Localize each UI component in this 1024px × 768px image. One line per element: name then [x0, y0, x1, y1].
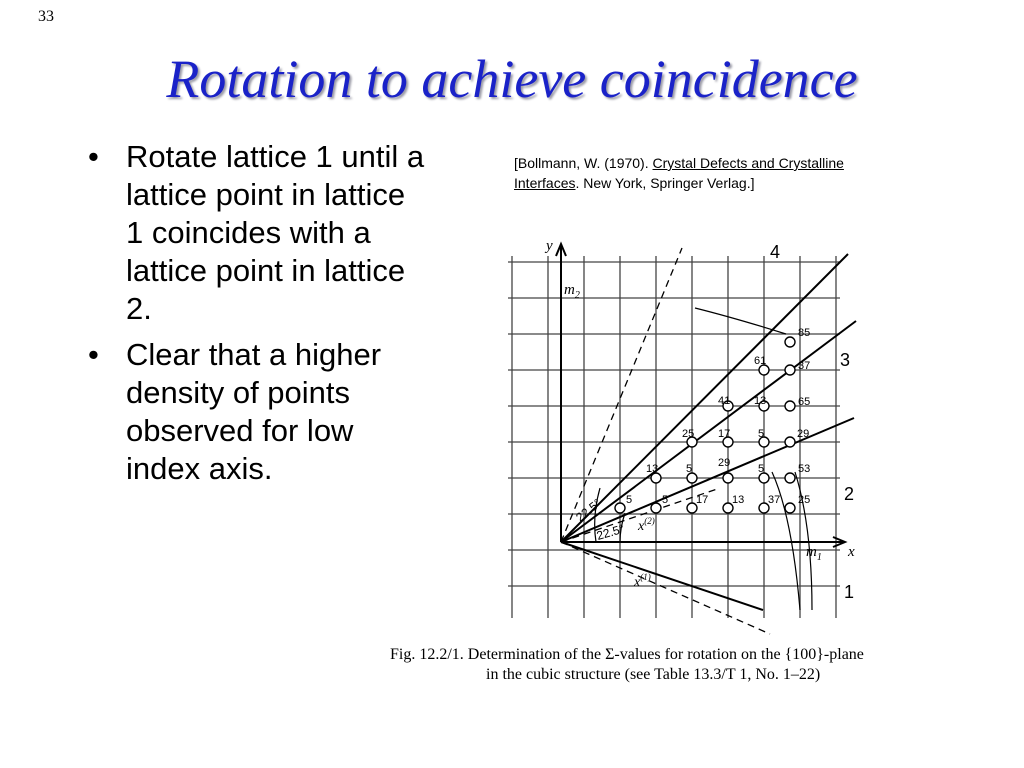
sigma-label: 85	[798, 327, 810, 339]
citation-prefix: [Bollmann, W. (1970).	[514, 155, 653, 171]
sigma-label: 5	[758, 428, 764, 440]
line-label-4: 4	[770, 242, 780, 262]
sigma-label: 5	[686, 463, 692, 475]
sigma-label: 25	[682, 428, 694, 440]
sigma-label: 17	[718, 428, 730, 440]
x-axis-label: x	[847, 544, 855, 560]
line-label-1: 1	[844, 582, 854, 602]
x2-label: x(2)	[637, 516, 655, 534]
sigma-label: 61	[754, 355, 766, 367]
x1-letter: x	[633, 575, 641, 590]
sigma-label: 53	[798, 463, 810, 475]
line-label-3: 3	[840, 350, 850, 370]
sigma-label: 29	[718, 457, 730, 469]
bullet-item: • Clear that a higher density of points o…	[86, 336, 426, 488]
sigma-label: 13	[754, 395, 766, 407]
dashed-lines	[560, 247, 771, 635]
citation-title-part1[interactable]: Crystal Defects and Crystalline	[652, 155, 844, 171]
bullet-dot-icon: •	[88, 337, 99, 372]
m1-subscript: 1	[817, 552, 822, 563]
slide-title: Rotation to achieve coincidence	[166, 49, 858, 109]
y-axis-label: y	[544, 238, 553, 254]
x1-superscript: (1)	[640, 572, 651, 582]
line-label-2: 2	[844, 484, 854, 504]
sigma-label: 17	[696, 494, 708, 506]
sigma-label: 5	[758, 463, 764, 475]
citation-suffix: . New York, Springer Verlag.]	[575, 175, 755, 191]
rotation-lines	[560, 253, 857, 611]
sigma-label: 13	[646, 463, 658, 475]
citation: [Bollmann, W. (1970). Crystal Defects an…	[514, 153, 934, 193]
x2-superscript: (2)	[644, 516, 655, 526]
sigma-label: 65	[798, 396, 810, 408]
sigma-label: 29	[797, 428, 809, 440]
sigma-label: 13	[732, 494, 744, 506]
coincidence-lattice-figure: 85 61 37 41 13 65 25 17 5 29 13 5 29 5 5…	[508, 238, 857, 635]
coincidence-points	[614, 336, 796, 514]
sigma-label: 5	[662, 494, 668, 506]
bullet-dot-icon: •	[88, 139, 99, 174]
sigma-label: 41	[718, 395, 730, 407]
m2-letter: m	[564, 282, 575, 298]
rotation-arcs	[594, 307, 813, 611]
bullet-text: Rotate lattice 1 until a lattice point i…	[126, 139, 425, 326]
bullet-list: • Rotate lattice 1 until a lattice point …	[86, 138, 426, 496]
m2-label: m2	[564, 282, 580, 301]
sigma-label: 25	[798, 494, 810, 506]
sigma-label: 37	[798, 360, 810, 372]
bullet-item: • Rotate lattice 1 until a lattice point …	[86, 138, 426, 328]
bullet-text: Clear that a higher density of points ob…	[126, 337, 382, 486]
m2-subscript: 2	[575, 290, 580, 301]
axes	[555, 241, 848, 548]
m1-label: m1	[806, 544, 822, 563]
x2-letter: x	[637, 519, 645, 534]
caption-line-2: in the cubic structure (see Table 13.3/T…	[486, 666, 821, 683]
sigma-label: 37	[768, 494, 780, 506]
citation-title-part2[interactable]: Interfaces	[514, 175, 576, 191]
m1-letter: m	[806, 544, 817, 560]
figure-caption: Fig. 12.2/1. Determination of the Σ-valu…	[390, 645, 990, 685]
sigma-label: 5	[626, 494, 632, 506]
caption-line-1: Fig. 12.2/1. Determination of the Σ-valu…	[390, 646, 864, 663]
x1-label: x(1)	[633, 572, 651, 590]
slide-number: 33	[38, 8, 54, 25]
